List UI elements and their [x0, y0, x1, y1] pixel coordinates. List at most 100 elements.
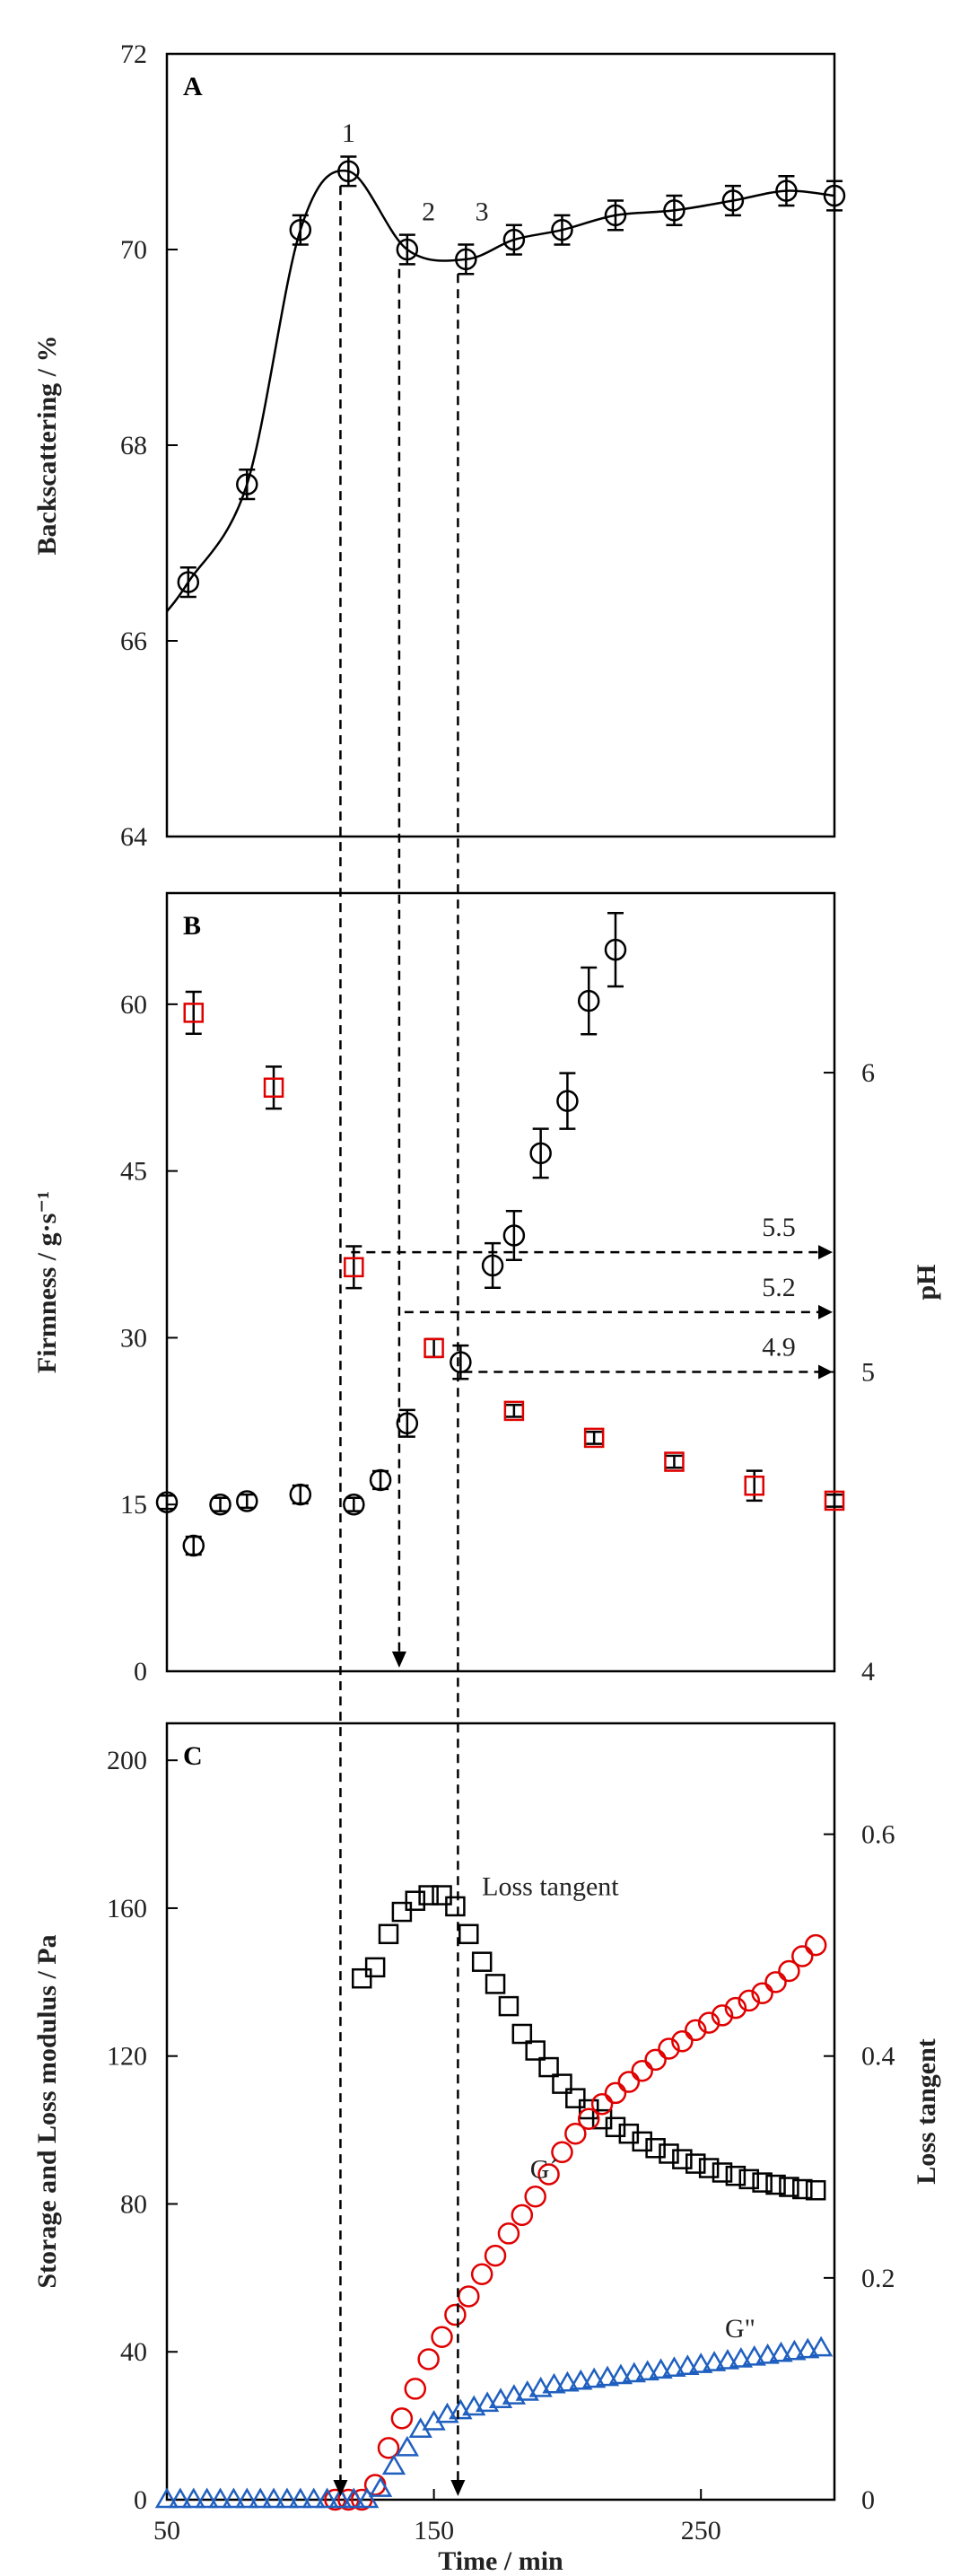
loss-tangent-point: [685, 2153, 706, 2174]
loss-modulus-point: [195, 2487, 219, 2509]
backscattering-point: [236, 473, 258, 495]
loss-tangent-point: [485, 1974, 506, 1994]
loss-modulus-point: [808, 2335, 834, 2357]
loss-modulus-point: [301, 2487, 326, 2509]
storage-modulus-point: [684, 2019, 707, 2042]
backscattering-point: [721, 189, 745, 212]
storage-modulus-point: [390, 2407, 414, 2430]
loss-modulus-point: [222, 2487, 246, 2509]
storage-modulus-point: [738, 1989, 761, 2012]
loss-modulus-point: [395, 2435, 420, 2457]
loss-modulus-point: [662, 2356, 686, 2378]
backscattering-point: [663, 199, 685, 222]
vertical-guide-arrowhead: [333, 2480, 348, 2496]
firmness-point: [236, 1490, 258, 1512]
loss-modulus-point: [569, 2369, 593, 2390]
loss-tangent-point: [765, 2174, 786, 2195]
loss-modulus-point: [381, 2454, 406, 2475]
panel-c-y2tick-label: 0.4: [861, 2042, 895, 2072]
vertical-guide-arrowhead: [391, 1652, 406, 1668]
loss-tangent-point: [591, 2108, 613, 2130]
loss-tangent-point: [471, 1951, 493, 1972]
storage-modulus-point: [724, 1996, 747, 2020]
storage-modulus-point: [617, 2071, 641, 2093]
panel-c-y2label: Loss tangent: [912, 2038, 941, 2185]
loss-tangent-point: [378, 1923, 399, 1945]
loss-tangent-point: [458, 1923, 479, 1945]
panel-c-y2tick-label: 0: [861, 2485, 875, 2515]
panel-b-ytick-label: 60: [120, 990, 147, 1020]
backscattering-point: [337, 160, 360, 183]
panel-a-fit-curve: [165, 169, 835, 613]
ph-point: [583, 1427, 605, 1449]
loss-tangent-point: [779, 2177, 799, 2197]
ph-point: [503, 1400, 525, 1422]
storage-modulus-point: [484, 2244, 507, 2267]
storage-modulus-point: [444, 2303, 467, 2326]
loss-tangent-point: [498, 1995, 520, 2017]
storage-modulus-point: [764, 1971, 787, 1993]
panel-c-series-label: G": [725, 2314, 755, 2344]
ph-guide-arrowhead: [818, 1245, 833, 1260]
panel-c-ytick-label: 80: [120, 2189, 147, 2219]
storage-modulus-point: [404, 2378, 427, 2400]
loss-tangent-point: [351, 1967, 372, 1989]
loss-modulus-point: [542, 2372, 566, 2394]
storage-modulus-point: [697, 2011, 720, 2034]
panel-c-y2tick-label: 0.2: [861, 2264, 895, 2293]
storage-modulus-point: [377, 2437, 400, 2459]
panel-b-letter: B: [183, 911, 201, 941]
loss-modulus-point: [515, 2380, 539, 2401]
storage-modulus-point: [497, 2222, 520, 2245]
firmness-point: [604, 938, 627, 961]
panel-c-frame: [165, 1722, 836, 2502]
firmness-point: [369, 1468, 392, 1492]
storage-modulus-point: [524, 2185, 546, 2208]
loss-modulus-point: [181, 2487, 205, 2509]
loss-tangent-point: [538, 2056, 559, 2078]
loss-tangent-point: [432, 1885, 452, 1906]
loss-modulus-point: [275, 2487, 300, 2509]
loss-tangent-point: [659, 2143, 679, 2164]
loss-modulus-point: [796, 2337, 820, 2359]
panel-a-ytick-label: 64: [120, 822, 147, 852]
storage-modulus-point: [751, 1982, 773, 2004]
firmness-point: [577, 989, 600, 1012]
storage-modulus-point: [791, 1945, 814, 1967]
backscattering-point: [551, 218, 573, 241]
loss-modulus-point: [248, 2487, 273, 2509]
ph-point: [263, 1077, 284, 1098]
backscattering-point: [823, 184, 846, 207]
loss-modulus-point: [608, 2363, 633, 2385]
loss-modulus-point: [449, 2398, 473, 2420]
ph-point: [824, 1490, 845, 1511]
firmness-point: [155, 1491, 179, 1513]
loss-modulus-point: [462, 2395, 486, 2416]
panel-a-point-label: 1: [342, 118, 355, 148]
loss-modulus-point: [235, 2487, 259, 2509]
loss-tangent-point: [738, 2169, 760, 2190]
loss-modulus-point: [649, 2358, 673, 2379]
loss-tangent-point: [418, 1885, 439, 1906]
loss-modulus-point: [555, 2370, 580, 2392]
loss-modulus-point: [368, 2476, 393, 2497]
loss-tangent-point: [605, 2116, 626, 2138]
loss-modulus-point: [502, 2384, 527, 2405]
storage-modulus-point: [537, 2163, 560, 2186]
loss-tangent-point: [645, 2138, 666, 2159]
firmness-point: [450, 1351, 472, 1373]
loss-tangent-point: [792, 2178, 813, 2200]
ph-guide-label: 5.5: [762, 1213, 796, 1242]
ph-point: [664, 1451, 685, 1472]
loss-tangent-point: [805, 2179, 826, 2201]
panel-b-y2tick-label: 6: [861, 1058, 875, 1088]
loss-tangent-point: [391, 1901, 413, 1923]
firmness-point: [396, 1412, 419, 1435]
storage-modulus-point: [631, 2059, 653, 2082]
panel-c-ytick-label: 0: [134, 2485, 147, 2515]
loss-modulus-point: [288, 2487, 312, 2509]
vertical-guide-arrowhead: [450, 2480, 466, 2496]
panel-c-ytick-label: 120: [107, 2042, 147, 2072]
loss-modulus-point: [676, 2354, 700, 2375]
loss-modulus-point: [342, 2487, 366, 2509]
